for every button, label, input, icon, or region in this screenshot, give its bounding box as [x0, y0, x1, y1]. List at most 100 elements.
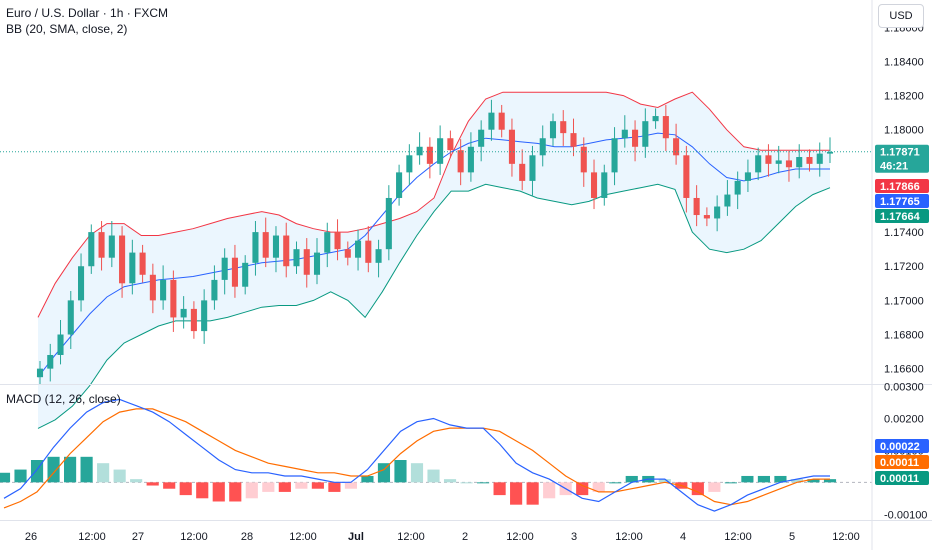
candle-body	[180, 308, 187, 318]
macd-histogram-bar	[0, 472, 11, 483]
candle-body	[785, 160, 792, 168]
bollinger-band-fill	[38, 92, 830, 429]
price-tick-label: 1.17200	[884, 261, 924, 273]
candle-body	[385, 197, 392, 250]
macd-histogram-bar	[493, 482, 506, 496]
candle-body	[488, 112, 495, 130]
macd-tick-label: 0.00300	[884, 382, 924, 394]
candle-body	[508, 129, 515, 164]
candle-body	[252, 232, 259, 263]
candle-body	[734, 180, 741, 195]
macd-histogram-bar	[212, 482, 225, 502]
macd-histogram-bar	[328, 482, 341, 492]
candle-body	[611, 138, 618, 173]
macd-histogram-bar	[229, 482, 242, 502]
candle-body	[170, 279, 177, 318]
macd-legend[interactable]: MACD (12, 26, close)	[6, 392, 121, 406]
macd-histogram-bar	[510, 482, 523, 505]
candle-body	[416, 146, 423, 156]
candle-body	[313, 252, 321, 275]
candle-body	[88, 232, 95, 267]
time-tick-label: 12:00	[180, 531, 208, 543]
signal-value-badge-bg	[875, 455, 929, 469]
time-tick-label: 12:00	[615, 531, 643, 543]
candle-body	[775, 160, 782, 164]
candle-body	[231, 257, 238, 287]
macd-histogram-bar	[163, 482, 176, 489]
time-tick-label: 12:00	[832, 531, 860, 543]
macd-value-badge-label: 0.00022	[880, 441, 920, 453]
candle-body	[272, 235, 280, 258]
bollinger-fill	[38, 92, 830, 429]
time-tick-label: 27	[132, 531, 144, 543]
candle-body	[396, 172, 403, 198]
time-tick-label: 12:00	[506, 531, 534, 543]
candle-body	[632, 129, 639, 147]
macd-histogram-bar	[80, 456, 93, 483]
candle-body	[406, 155, 413, 173]
candle-body	[57, 334, 64, 355]
candle-body	[119, 235, 126, 284]
candle-body	[324, 232, 331, 253]
macd-histogram-bar	[113, 469, 126, 483]
candle-body	[47, 354, 54, 369]
candle-body	[221, 257, 228, 280]
candle-body	[98, 232, 105, 258]
bollinger-legend[interactable]: BB (20, SMA, close, 2)	[6, 22, 128, 36]
bollinger-lines	[37, 91, 831, 429]
candle-body	[344, 249, 351, 258]
candlestick-series	[36, 99, 834, 385]
macd-histogram-bar	[708, 482, 721, 492]
last-price-badge-countdown: 46:21	[880, 161, 908, 173]
macd-histogram-bar	[130, 479, 143, 483]
candle-body	[426, 146, 433, 164]
candle-body	[190, 308, 197, 332]
candle-body	[796, 157, 803, 168]
macd-histogram-bar	[576, 482, 589, 496]
time-tick-label: 28	[241, 531, 253, 543]
currency-button[interactable]: USD	[878, 4, 924, 28]
candle-body	[36, 368, 44, 378]
candle-body	[262, 232, 269, 258]
candle-body	[703, 215, 710, 219]
macd-histogram-bar	[526, 482, 539, 505]
symbol-title[interactable]: Euro / U.S. Dollar · 1h · FXCM	[6, 6, 169, 20]
candle-body	[355, 240, 362, 258]
candle-body	[724, 194, 731, 207]
signal-value-badge-label: 0.00011	[880, 457, 919, 469]
candle-body	[447, 138, 454, 151]
macd-histogram-bar	[592, 482, 605, 492]
time-tick-label: 3	[571, 531, 577, 543]
macd-histogram-bar	[179, 482, 192, 496]
macd-line	[3, 398, 830, 512]
macd-histogram-bar	[295, 482, 308, 489]
bollinger-lower-line	[37, 183, 831, 429]
candle-body	[139, 252, 146, 275]
candle-body	[601, 172, 608, 198]
macd-tick-label: 0.00200	[884, 414, 924, 426]
macd-histogram-bar	[97, 463, 110, 483]
macd-signal-line	[3, 408, 830, 509]
macd-histogram-bar	[64, 456, 77, 483]
candle-body	[529, 155, 536, 181]
candle-body	[673, 138, 680, 156]
price-tick-label: 1.16600	[884, 364, 924, 376]
macd-histogram-bar	[311, 482, 324, 489]
macd-histogram-bar	[427, 469, 440, 483]
macd-histogram-bar	[443, 479, 457, 483]
bb-basis-badge-label: 1.17765	[880, 196, 920, 208]
histogram-value-badge-bg	[875, 471, 929, 485]
candle-body	[78, 266, 85, 301]
candle-body	[283, 235, 290, 267]
time-tick-label: 12:00	[78, 531, 106, 543]
bollinger-upper-line	[37, 91, 830, 318]
price-tick-label: 1.16800	[884, 330, 924, 342]
macd-histogram-bar	[774, 475, 787, 483]
macd-histogram-bar	[394, 460, 407, 483]
macd-histogram-bar	[278, 482, 291, 492]
bb-basis-badge-bg	[875, 194, 929, 208]
time-tick-label: 5	[789, 531, 795, 543]
candle-body	[467, 146, 474, 173]
